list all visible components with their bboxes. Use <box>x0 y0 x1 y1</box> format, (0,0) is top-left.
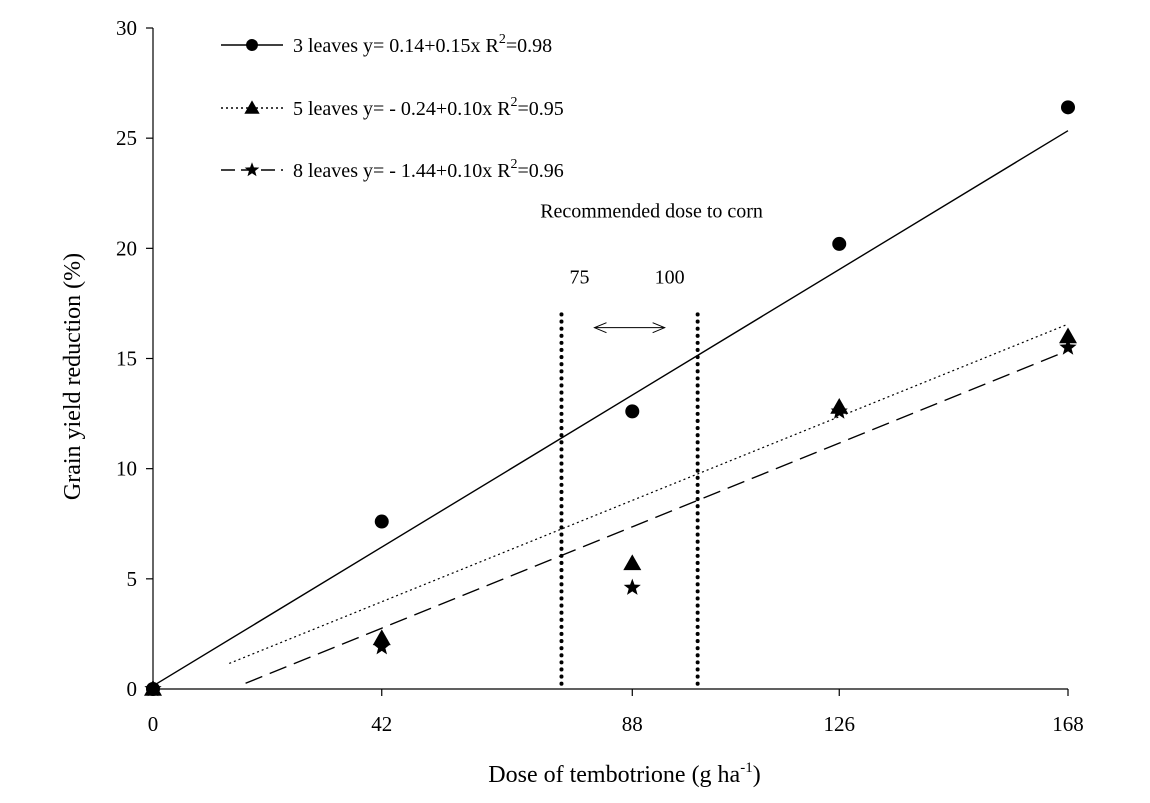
x-tick-label: 168 <box>1052 712 1084 736</box>
y-tick-label: 15 <box>116 347 137 371</box>
data-point-series-2 <box>1059 327 1077 344</box>
x-tick-label: 42 <box>371 712 392 736</box>
y-tick-label: 5 <box>127 567 138 591</box>
y-tick-label: 30 <box>116 16 137 40</box>
data-point-series-1 <box>832 236 847 251</box>
fit-line-series-3 <box>245 349 1069 684</box>
legend-label-series-1: 3 leaves y= 0.14+0.15x R2=0.98 <box>293 32 552 57</box>
fit-line-series-2 <box>229 323 1069 664</box>
data-point-series-2 <box>623 554 642 571</box>
x-tick-label: 88 <box>622 712 643 736</box>
recommended-range-arrow <box>593 322 666 334</box>
fit-lines-layer <box>152 130 1069 687</box>
legend-label-series-2: 5 leaves y= - 0.24+0.10x R2=0.95 <box>293 95 564 120</box>
data-point-series-1 <box>374 514 389 529</box>
recommended-high-label: 100 <box>655 267 685 289</box>
y-tick-label: 20 <box>116 236 137 260</box>
data-point-series-3 <box>830 402 848 419</box>
y-tick-label: 10 <box>116 457 137 481</box>
legend: 3 leaves y= 0.14+0.15x R2=0.98 5 leaves y… <box>221 32 564 182</box>
axes-layer <box>152 28 1068 690</box>
fit-line-series-1 <box>152 130 1069 687</box>
x-tick-label: 0 <box>148 712 159 736</box>
data-point-series-2 <box>372 629 391 646</box>
recommended-dose-label: Recommended dose to corn <box>540 200 763 222</box>
legend-label-series-3: 8 leaves y= - 1.44+0.10x R2=0.96 <box>293 157 564 182</box>
legend-marker-star <box>244 162 260 177</box>
y-tick-label: 25 <box>116 126 137 150</box>
legend-marker-circle <box>246 39 258 51</box>
legend-marker-triangle <box>244 100 260 114</box>
data-point-series-3 <box>623 578 641 595</box>
y-tick-label: 0 <box>127 677 138 701</box>
arrow-head-left <box>593 322 607 334</box>
ticks-layer: 0 42 88 126 168 0 5 10 15 20 25 30 <box>116 16 1084 736</box>
x-axis-title: Dose of tembotrione (g ha-1) <box>488 760 760 788</box>
data-point-series-3 <box>1059 338 1077 355</box>
data-point-series-3 <box>373 638 391 655</box>
y-axis-title: Grain yield reduction (%) <box>60 253 86 500</box>
data-point-series-1 <box>1061 100 1075 115</box>
data-point-series-1 <box>625 404 640 419</box>
arrow-head-right <box>652 322 666 334</box>
recommended-low-label: 75 <box>569 267 589 289</box>
recommended-dose-lines-layer <box>559 312 700 689</box>
x-tick-label: 126 <box>824 712 856 736</box>
